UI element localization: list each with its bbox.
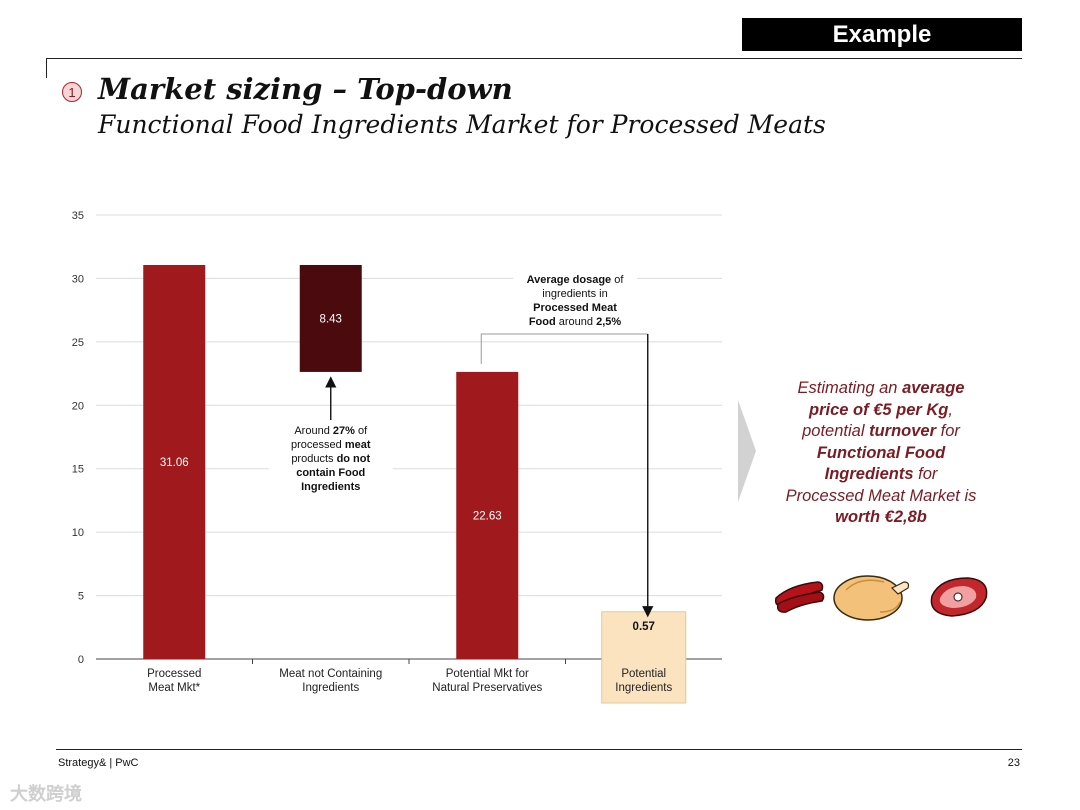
x-tick-label: Ingredients <box>302 682 359 694</box>
bar-value-label: 22.63 <box>473 510 502 522</box>
y-tick-label: 35 <box>72 210 84 222</box>
bar-value-label: 8.43 <box>320 313 342 325</box>
footer-source: Strategy& | PwC <box>58 757 139 769</box>
page-number: 23 <box>1007 757 1020 769</box>
annotation-text: Average dosage of <box>527 274 625 286</box>
x-tick-label: Ingredients <box>615 682 672 694</box>
connector-line <box>480 333 648 364</box>
chart-y-tick-labels: 0 5 10 15 20 25 30 35 <box>72 210 84 666</box>
y-tick-label: 0 <box>78 654 84 666</box>
bar <box>143 264 206 659</box>
x-tick-label: Natural Preservatives <box>432 682 542 694</box>
bar <box>456 371 519 659</box>
x-tick-label: Potential <box>621 668 666 680</box>
annotation-text: ingredients in <box>542 288 607 300</box>
page-title: Market sizing – Top-down <box>98 72 513 106</box>
top-divider-tick <box>46 58 47 78</box>
chart-bars: 31.06 8.43 22.63 0.57 <box>143 264 675 659</box>
step-number-badge: 1 <box>62 82 82 102</box>
y-tick-label: 15 <box>72 464 84 476</box>
y-tick-label: 20 <box>72 400 84 412</box>
ham-steak-icon <box>930 577 988 617</box>
sausage-icon <box>774 581 825 613</box>
y-tick-label: 10 <box>72 527 84 539</box>
x-tick-label: Meat Mkt* <box>148 682 200 694</box>
chart-annotations: Around 27% of processed meat products do n… <box>268 271 637 498</box>
annotation-text: Food around 2,5% <box>529 316 622 328</box>
example-tag: Example <box>742 18 1022 51</box>
x-tick-label: Potential Mkt for <box>446 668 529 680</box>
x-tick-label: Meat not Containing <box>279 668 382 680</box>
bar-value-label: 0.57 <box>633 621 655 633</box>
annotation-text: processed meat <box>291 439 371 451</box>
annotation-text: Around 27% of <box>294 425 368 437</box>
annotation-background <box>268 422 393 498</box>
bar <box>299 264 362 372</box>
chart-connectors <box>325 333 654 618</box>
turnover-estimate-note: Estimating an average price of €5 per Kg… <box>785 379 977 526</box>
roast-chicken-icon <box>833 575 910 621</box>
annotation-text: Ingredients <box>301 481 360 493</box>
annotation-background <box>513 271 637 333</box>
y-tick-label: 5 <box>78 591 84 603</box>
page-subtitle: Functional Food Ingredients Market for P… <box>98 110 826 139</box>
y-tick-label: 30 <box>72 273 84 285</box>
annotation-text: contain Food <box>296 467 365 479</box>
footer-divider <box>56 749 1022 750</box>
bar <box>612 651 675 659</box>
chart-x-tick-labels: Processed Meat Mkt* Meat not Containing Ing… <box>147 668 672 694</box>
annotation-text: Processed Meat <box>533 302 617 314</box>
y-tick-label: 25 <box>72 337 84 349</box>
chevron-arrow-icon <box>738 400 756 502</box>
watermark: 大数跨境 <box>10 784 82 804</box>
annotation-text: products do not <box>291 453 370 465</box>
x-tick-label: Processed <box>147 668 201 680</box>
bar-value-label: 31.06 <box>160 457 189 469</box>
top-divider <box>46 58 1022 59</box>
